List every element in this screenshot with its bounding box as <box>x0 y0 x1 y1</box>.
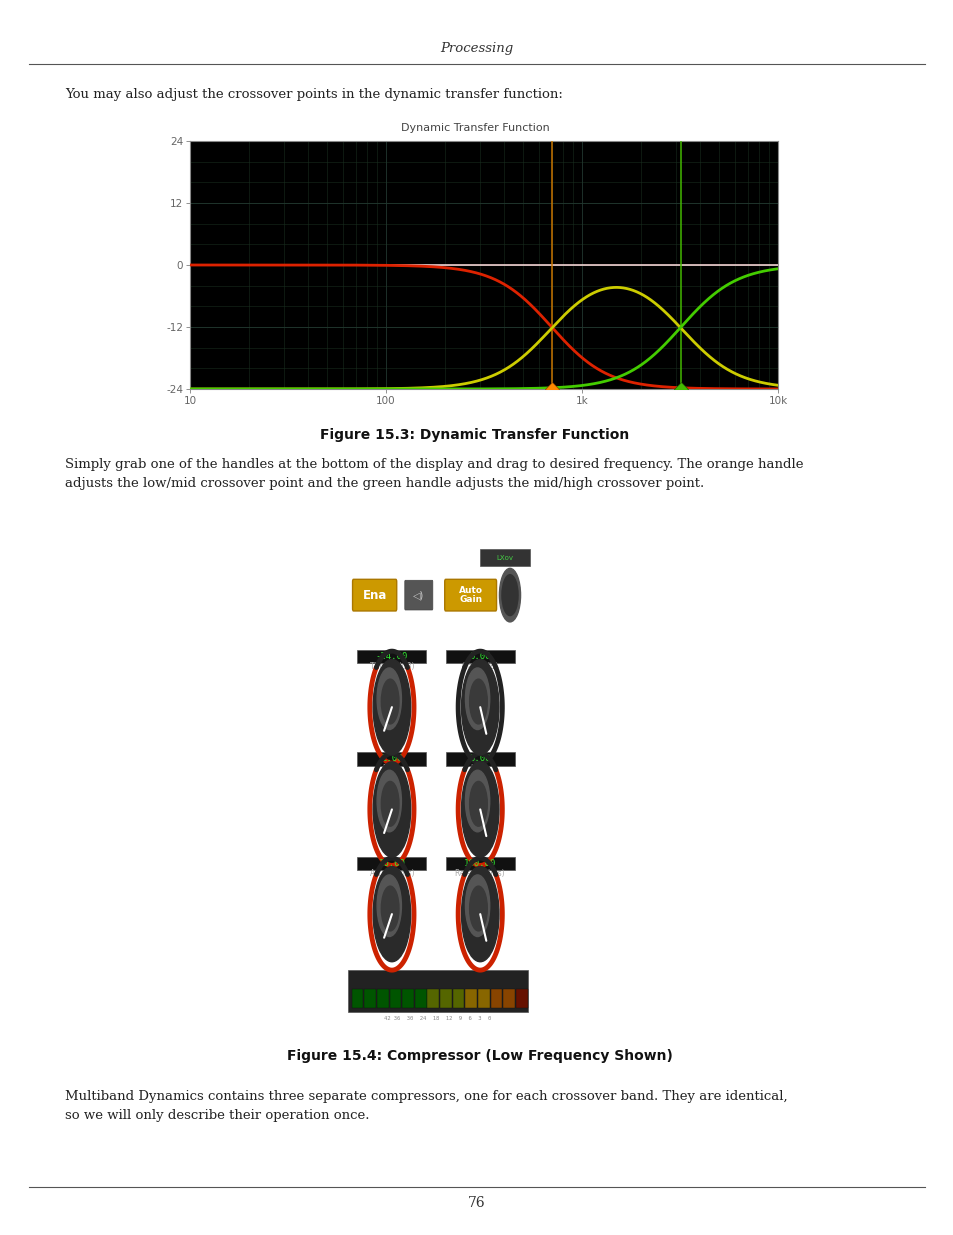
Text: Attack (ms): Attack (ms) <box>369 869 414 878</box>
Text: Thresh (dB): Thresh (dB) <box>369 662 414 672</box>
Circle shape <box>465 668 489 730</box>
Bar <box>490 989 502 1008</box>
Text: Low: Low <box>398 556 446 577</box>
Text: Ratio: Ratio <box>381 764 401 773</box>
Bar <box>415 989 426 1008</box>
Circle shape <box>469 887 487 931</box>
Text: Ena: Ena <box>362 589 386 601</box>
Circle shape <box>461 762 498 857</box>
Circle shape <box>376 874 401 936</box>
Bar <box>445 650 515 663</box>
Text: 0.00: 0.00 <box>469 755 491 763</box>
Bar <box>477 989 489 1008</box>
Text: 0.00: 0.00 <box>469 652 491 661</box>
Text: 76: 76 <box>468 1195 485 1210</box>
Text: 2.00: 2.00 <box>381 755 402 763</box>
Bar <box>516 989 527 1008</box>
Bar <box>445 752 515 766</box>
Circle shape <box>465 874 489 936</box>
Bar <box>402 989 414 1008</box>
Bar <box>389 989 401 1008</box>
Bar <box>465 989 476 1008</box>
Circle shape <box>381 679 398 724</box>
FancyBboxPatch shape <box>444 579 497 611</box>
Circle shape <box>373 867 410 962</box>
Bar <box>439 989 452 1008</box>
Circle shape <box>499 568 520 622</box>
Text: LXov: LXov <box>497 555 513 561</box>
Circle shape <box>376 668 401 730</box>
Text: 16.00: 16.00 <box>378 860 405 868</box>
Text: Processing: Processing <box>440 42 513 56</box>
Circle shape <box>381 887 398 931</box>
Text: Dynamic Transfer Function: Dynamic Transfer Function <box>400 124 549 133</box>
Circle shape <box>461 659 498 755</box>
FancyBboxPatch shape <box>404 580 433 610</box>
Circle shape <box>469 782 487 826</box>
Bar <box>357 752 426 766</box>
Bar <box>376 989 388 1008</box>
Circle shape <box>376 771 401 832</box>
Bar <box>352 989 363 1008</box>
Text: You may also adjust the crossover points in the dynamic transfer function:: You may also adjust the crossover points… <box>65 88 562 101</box>
Bar <box>348 971 528 1011</box>
Bar <box>357 857 426 871</box>
Text: Release (ms): Release (ms) <box>455 869 504 878</box>
Bar <box>453 989 464 1008</box>
Circle shape <box>373 762 410 857</box>
Bar <box>503 989 515 1008</box>
Text: Auto
Gain: Auto Gain <box>458 587 482 604</box>
Circle shape <box>461 867 498 962</box>
Circle shape <box>465 771 489 832</box>
Text: Simply grab one of the handles at the bottom of the display and drag to desired : Simply grab one of the handles at the bo… <box>65 458 802 489</box>
Text: -24.00: -24.00 <box>375 652 408 661</box>
Circle shape <box>373 659 410 755</box>
Text: 42 36  30  24  18  12  9  6  3  0: 42 36 30 24 18 12 9 6 3 0 <box>384 1016 491 1021</box>
Text: ◁): ◁) <box>413 590 424 600</box>
Text: Multiband Dynamics contains three separate compressors, one for each crossover b: Multiband Dynamics contains three separa… <box>65 1091 787 1121</box>
Bar <box>445 857 515 871</box>
Bar <box>357 650 426 663</box>
Bar <box>427 989 438 1008</box>
Circle shape <box>381 782 398 826</box>
Circle shape <box>501 574 517 615</box>
Text: Figure 15.4: Compressor (Low Frequency Shown): Figure 15.4: Compressor (Low Frequency S… <box>287 1049 672 1063</box>
Text: 160.00: 160.00 <box>463 860 496 868</box>
Circle shape <box>469 679 487 724</box>
FancyBboxPatch shape <box>353 579 396 611</box>
Text: Figure 15.3: Dynamic Transfer Function: Figure 15.3: Dynamic Transfer Function <box>320 429 629 442</box>
FancyBboxPatch shape <box>479 548 530 566</box>
Text: Gain (dB): Gain (dB) <box>461 662 497 672</box>
Bar <box>364 989 375 1008</box>
Text: Knee: Knee <box>470 764 489 773</box>
